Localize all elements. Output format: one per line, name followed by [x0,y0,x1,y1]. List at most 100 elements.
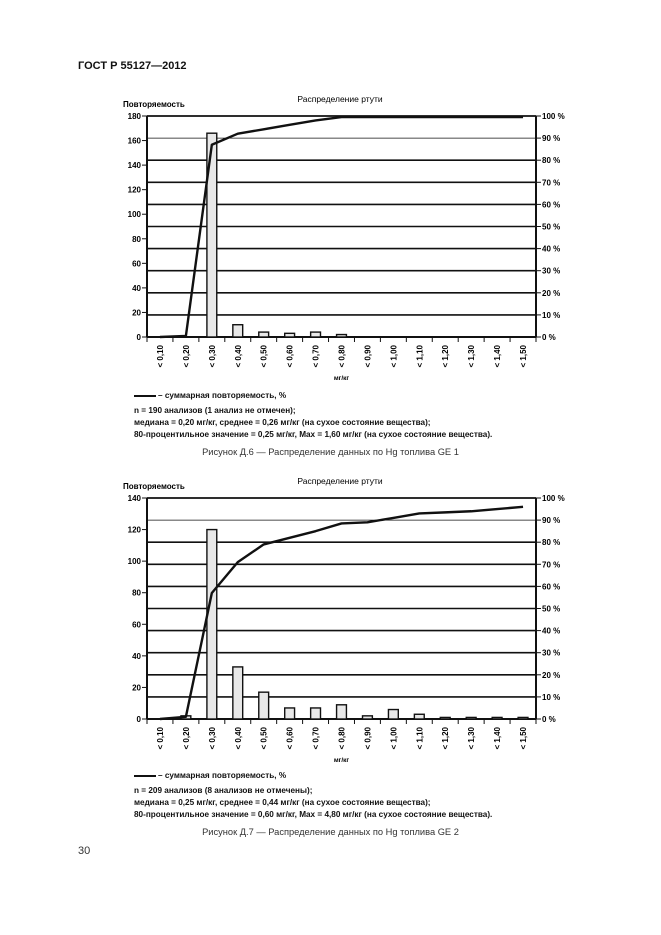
note-line: 80-процентильное значение = 0,60 мг/кг, … [134,810,493,819]
bar [387,708,399,720]
note-line: n = 209 анализов (8 анализов не отмечены… [134,786,313,795]
y2-tick-label: 20 % [542,289,560,298]
bar [465,716,477,720]
x-tick-label: < 0,60 [286,726,295,749]
x-tick-label: < 0,40 [234,726,243,749]
x-tick-label: < 1,30 [467,344,476,367]
figure-notes-ge2: – суммарная повторяемость, % n = 209 ана… [134,770,492,821]
y2-tick-label: 0 % [542,715,556,724]
chart-hg-ge1: Распределение ртути Повторяемость 0 20 40 60 8… [123,94,565,382]
y-tick-label: 0 [137,333,142,342]
y2-tick-label: 70 % [542,178,560,187]
y2-tick-label: 50 % [542,223,560,232]
cumulative-line [159,115,524,339]
x-tick-label: < 1,50 [519,344,528,367]
x-tick-label: < 0,80 [338,344,347,367]
y-tick-label: 100 [128,557,142,566]
y-tick-label: 40 [132,652,141,661]
bar [232,666,244,720]
bar [206,528,218,720]
x-tick-label: < 0,40 [234,344,243,367]
x-tick-label: < 0,50 [260,726,269,749]
x-axis-label: мг/кг [334,375,350,382]
y-axis-label: Повторяемость [123,100,185,109]
x-tick-label: < 0,20 [182,344,191,367]
y-tick-label: 0 [137,715,142,724]
note-line: медиана = 0,25 мг/кг, среднее = 0,44 мг/… [134,798,431,807]
x-tick-label: < 0,30 [208,344,217,367]
bar [335,704,348,720]
x-tick-label: < 1,10 [415,726,424,749]
y-tick-label: 160 [128,137,142,146]
y2-tick-label: 80 % [542,156,560,165]
bar [413,713,425,720]
y-tick-label: 80 [132,235,141,244]
bar [258,331,270,338]
y-tick-label: 20 [132,308,141,317]
note-line: n = 190 анализов (1 анализ не отмечен); [134,406,296,415]
y2-tick-label: 70 % [542,560,560,569]
bar [206,132,218,338]
x-tick-label: < 0,60 [286,344,295,367]
legend-line-icon [134,774,156,777]
bar [284,707,296,720]
bar [491,716,503,720]
y2-tick-label: 60 % [542,582,560,591]
bar [517,716,529,720]
y2-tick-label: 80 % [542,538,560,547]
y2-tick-label: 0 % [542,333,556,342]
y-tick-label: 120 [128,526,142,535]
bar [309,331,322,338]
x-tick-label: < 0,90 [363,344,372,367]
x-tick-label: < 1,20 [441,344,450,367]
bar [258,691,270,720]
x-tick-label: < 1,50 [519,726,528,749]
y-tick-label: 60 [132,259,141,268]
x-axis-label: мг/кг [334,757,350,764]
y2-tick-label: 40 % [542,245,560,254]
bar [361,715,374,720]
legend-entry: – суммарная повторяемость, % [134,390,492,402]
y2-tick-label: 10 % [542,693,560,702]
x-tick-label: < 0,10 [156,344,165,367]
x-tick-label: < 1,40 [493,726,502,749]
y-tick-label: 140 [128,494,142,503]
bar [309,707,322,720]
x-tick-label: < 0,70 [312,726,321,749]
y-tick-label: 80 [132,589,141,598]
note-line: 80-процентильное значение = 0,25 мг/кг, … [134,430,493,439]
y2-tick-label: 20 % [542,671,560,680]
y-tick-label: 180 [128,112,142,121]
x-tick-label: < 1,10 [415,344,424,367]
chart-hg-ge2: Распределение ртути Повторяемость 0 20 40 60 8… [123,476,565,764]
x-tick-label: < 0,10 [156,726,165,749]
x-tick-label: < 0,20 [182,726,191,749]
figure-caption-ge1: Рисунок Д.6 — Распределение данных по Hg… [202,447,459,457]
chart-title: Распределение ртути [297,476,383,486]
y-tick-label: 140 [128,161,142,170]
x-tick-label: < 1,00 [389,344,398,367]
x-tick-label: < 1,30 [467,726,476,749]
legend-line-icon [134,394,156,397]
y-tick-label: 60 [132,620,141,629]
figure-notes-ge1: – суммарная повторяемость, % n = 190 ана… [134,390,492,441]
x-tick-label: < 1,20 [441,726,450,749]
bar [335,333,348,338]
cumulative-line [159,505,524,721]
bar [284,332,296,338]
y2-tick-label: 40 % [542,627,560,636]
bar [232,324,244,338]
x-tick-label: < 1,40 [493,344,502,367]
y-tick-label: 40 [132,284,141,293]
y-tick-label: 100 [128,210,142,219]
x-tick-label: < 0,30 [208,726,217,749]
y2-tick-label: 100 % [542,494,565,503]
legend-entry: – суммарная повторяемость, % [134,770,492,782]
bar [439,716,451,720]
document-header: ГОСТ Р 55127—2012 [78,60,187,72]
page-number: 30 [78,845,91,857]
y2-tick-label: 30 % [542,267,560,276]
x-tick-label: < 0,80 [338,726,347,749]
chart-title: Распределение ртути [297,94,383,104]
x-tick-label: < 0,70 [312,344,321,367]
